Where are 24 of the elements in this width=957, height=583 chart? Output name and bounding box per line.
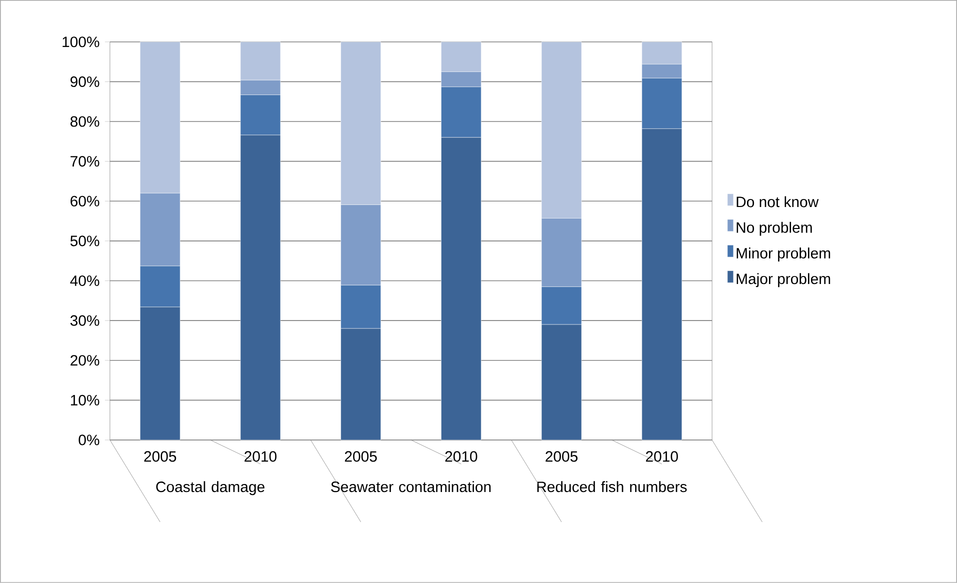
x-tick-label: 2010 [646, 451, 678, 462]
x-tick-label: 2010 [244, 451, 276, 462]
y-tick-label: 70% [70, 156, 100, 167]
x-tick-label: 2005 [546, 451, 578, 462]
y-tick-label: 40% [70, 275, 100, 286]
y-tick-label: 0% [78, 434, 100, 446]
y-tick-label: 50% [70, 236, 100, 246]
text: Seawater contamination [331, 481, 491, 492]
y-tick-label: 90% [70, 76, 100, 88]
y-tick-label: 10% [70, 394, 100, 406]
x-tick-label: 2005 [144, 451, 176, 462]
x-tick-label: 2005 [344, 451, 377, 462]
y-tick-label: 60% [70, 196, 100, 206]
legend-label: No problem [736, 222, 812, 236]
legend-label: Minor problem [736, 248, 830, 262]
x-tick-label: 2010 [445, 451, 478, 462]
y-tick-label: 100% [62, 36, 100, 48]
text: Coastal damage [156, 481, 264, 496]
y-tick-label: 20% [70, 355, 100, 366]
y-tick-label: 80% [70, 116, 100, 127]
y-tick-label: 30% [70, 315, 100, 326]
legend-label: Do not know [736, 196, 819, 208]
legend-label: Major problem [736, 273, 830, 288]
text: Reduced fish numbers [537, 481, 687, 492]
